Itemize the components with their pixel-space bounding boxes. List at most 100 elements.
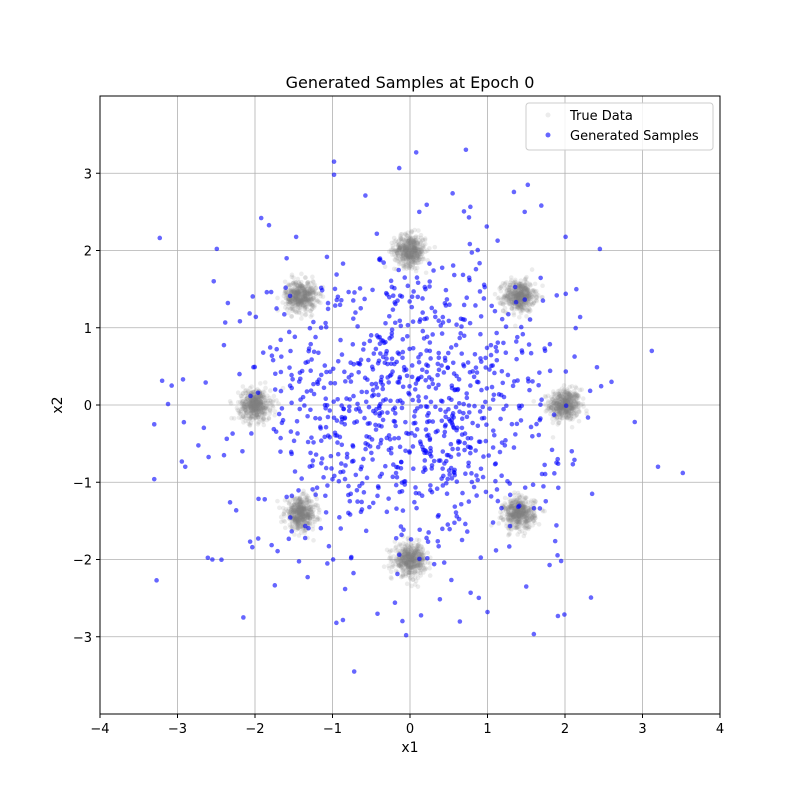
generated-sample-point xyxy=(255,390,261,396)
generated-sample-point xyxy=(369,393,375,399)
generated-sample-point xyxy=(443,458,449,464)
true-data-point xyxy=(519,294,525,299)
generated-sample-point xyxy=(308,450,313,456)
generated-sample-point xyxy=(463,521,468,527)
generated-sample-point xyxy=(390,293,396,298)
true-data-point xyxy=(557,405,563,411)
generated-sample-point xyxy=(474,473,479,478)
true-data-point xyxy=(316,299,322,305)
true-data-point xyxy=(522,524,527,530)
true-data-point xyxy=(566,410,572,416)
true-data-point xyxy=(519,289,524,294)
true-data-point xyxy=(572,404,577,410)
true-data-point xyxy=(296,512,302,518)
generated-sample-point xyxy=(463,471,468,477)
true-data-point xyxy=(572,394,577,400)
generated-sample-point xyxy=(347,512,353,517)
true-data-point xyxy=(530,288,536,294)
generated-sample-point xyxy=(397,293,403,298)
true-data-point xyxy=(560,407,566,413)
true-data-point xyxy=(517,281,523,286)
generated-sample-point xyxy=(488,494,494,499)
generated-sample-point xyxy=(395,350,401,356)
generated-sample-point xyxy=(447,302,452,308)
generated-sample-point xyxy=(325,561,330,566)
generated-sample-point xyxy=(181,419,187,425)
generated-sample-point xyxy=(444,297,450,302)
generated-sample-point xyxy=(351,316,356,321)
true-data-point xyxy=(562,397,567,403)
true-data-point xyxy=(556,393,562,399)
generated-sample-point xyxy=(445,522,451,527)
true-data-point xyxy=(557,399,563,405)
true-data-point xyxy=(521,533,527,539)
true-data-point xyxy=(555,394,561,400)
generated-sample-point xyxy=(427,279,433,284)
true-data-point xyxy=(517,284,523,289)
true-data-point xyxy=(530,289,536,295)
generated-sample-point xyxy=(416,359,422,365)
true-data-point xyxy=(553,406,559,412)
true-data-point xyxy=(567,397,572,403)
true-data-point xyxy=(570,391,576,397)
generated-sample-point xyxy=(370,287,375,293)
generated-sample-point xyxy=(299,476,304,481)
generated-sample-point xyxy=(420,328,426,334)
generated-sample-point xyxy=(499,316,505,322)
generated-sample-point xyxy=(367,504,372,510)
generated-sample-point xyxy=(386,496,391,501)
generated-sample-point xyxy=(361,490,367,495)
generated-sample-point xyxy=(444,452,450,458)
true-data-point xyxy=(576,409,582,415)
generated-sample-point xyxy=(441,560,447,565)
generated-sample-point xyxy=(279,354,284,359)
generated-sample-point xyxy=(515,378,520,383)
generated-sample-point xyxy=(390,307,396,312)
generated-sample-point xyxy=(286,536,292,542)
true-data-point xyxy=(552,391,558,396)
generated-sample-point xyxy=(482,284,488,290)
generated-sample-point xyxy=(475,477,481,483)
generated-sample-point xyxy=(362,415,367,421)
true-data-point xyxy=(557,397,563,403)
true-data-point xyxy=(563,400,568,405)
true-data-point xyxy=(559,411,565,417)
true-data-point xyxy=(554,403,560,409)
generated-sample-point xyxy=(311,391,317,397)
generated-sample-point xyxy=(503,350,509,355)
true-data-point xyxy=(268,408,273,414)
true-data-point xyxy=(505,290,511,296)
true-data-point xyxy=(568,399,573,405)
generated-sample-point xyxy=(542,462,547,468)
true-data-point xyxy=(282,279,288,285)
generated-sample-point xyxy=(555,485,561,491)
true-data-point xyxy=(498,288,504,294)
true-data-point xyxy=(242,414,247,420)
generated-sample-point xyxy=(431,268,436,273)
true-data-point xyxy=(569,400,574,406)
generated-sample-point xyxy=(410,319,416,324)
true-data-point xyxy=(498,285,503,290)
true-data-point xyxy=(528,295,534,301)
generated-sample-point xyxy=(457,335,463,341)
true-data-point xyxy=(553,401,559,407)
generated-sample-point xyxy=(289,529,295,534)
true-data-point xyxy=(542,393,548,399)
true-data-point xyxy=(566,407,572,413)
generated-sample-point xyxy=(289,400,294,406)
generated-sample-point xyxy=(439,331,445,336)
true-data-point xyxy=(564,398,570,404)
true-data-point xyxy=(521,283,527,288)
generated-sample-point xyxy=(361,456,366,462)
true-data-point xyxy=(520,292,526,298)
generated-sample-point xyxy=(501,340,506,346)
true-data-point xyxy=(524,292,530,298)
true-data-point xyxy=(523,284,528,289)
true-data-point xyxy=(300,287,306,293)
generated-sample-point xyxy=(438,407,443,413)
generated-sample-point xyxy=(331,415,337,421)
true-data-point xyxy=(561,395,567,401)
generated-sample-point xyxy=(522,485,528,490)
generated-sample-point xyxy=(287,383,293,388)
true-data-point xyxy=(529,515,534,521)
